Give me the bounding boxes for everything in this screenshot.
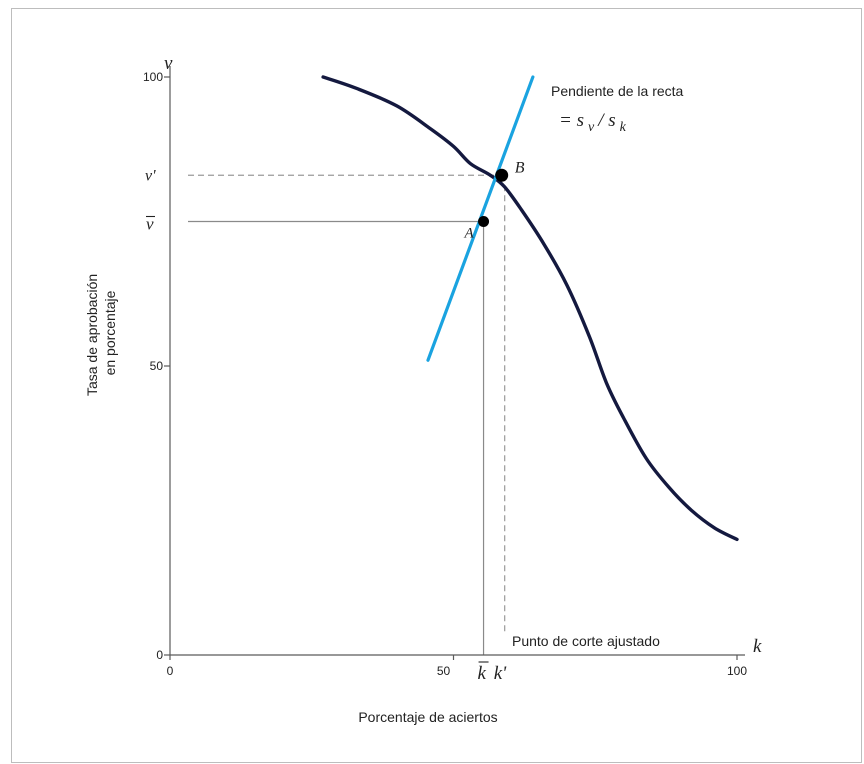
point-a-label: A — [464, 226, 475, 242]
slope-annotation-title: Pendiente de la recta — [551, 83, 684, 99]
v-prime-label: v' — [145, 167, 156, 184]
y-axis-title-line2: en porcentaje — [102, 290, 118, 375]
y-tick-label: 50 — [150, 359, 164, 373]
y-axis-symbol: v — [164, 53, 173, 74]
x-axis-symbol: k — [753, 636, 762, 657]
v-bar-label: v — [146, 215, 154, 234]
k-prime-label: k' — [494, 663, 507, 684]
slope-sub-v: v — [588, 120, 595, 135]
x-tick-label: 100 — [727, 664, 747, 678]
y-tick-label: 100 — [143, 70, 163, 84]
point-b-marker — [495, 168, 509, 182]
slope-sub-k: k — [620, 120, 627, 135]
x-tick-label: 0 — [167, 664, 174, 678]
x-ticks: 0 50 100 — [167, 655, 747, 678]
point-b-label: B — [515, 159, 525, 176]
point-a-marker — [478, 216, 490, 227]
y-ticks: 0 50 100 — [143, 70, 170, 662]
approval-curve — [321, 75, 739, 542]
k-bar-label: k — [478, 663, 487, 684]
y-axis-title-line1: Tasa de aprobación — [84, 274, 100, 396]
slope-div: / s — [597, 110, 615, 131]
x-tick-label: 50 — [437, 664, 451, 678]
y-tick-label: 0 — [156, 648, 163, 662]
slope-eq: = s — [559, 110, 584, 131]
y-axis-title: Tasa de aprobación en porcentaje — [84, 270, 118, 396]
outer-border — [11, 8, 862, 763]
slope-annotation-formula: = s v / s k — [559, 110, 627, 135]
x-axis-title: Porcentaje de aciertos — [358, 709, 497, 725]
cutoff-annotation: Punto de corte ajustado — [512, 633, 660, 649]
